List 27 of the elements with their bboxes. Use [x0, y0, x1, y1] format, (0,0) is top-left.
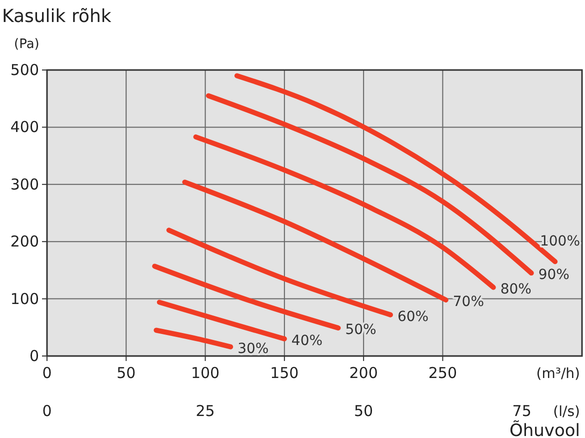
y-tick-label: 100 [10, 290, 39, 308]
x2-tick-label: 0 [42, 402, 52, 420]
y-tick-label: 400 [10, 118, 39, 136]
series-label: 60% [397, 308, 429, 325]
y-axis-title: (Pa) [14, 37, 40, 52]
series-label: 30% [238, 340, 269, 357]
x-tick-label: 0 [42, 364, 52, 382]
y-tick-label: 500 [10, 61, 39, 79]
text: Õhuvool [509, 420, 580, 438]
series-label: 80% [500, 281, 532, 298]
series-label: 90% [538, 267, 570, 284]
series-label: 70% [452, 294, 484, 310]
x-axis-title: (m³/h) [536, 366, 580, 382]
x-tick-label: 100 [190, 364, 220, 382]
x-tick-label: 50 [116, 364, 136, 382]
x2-tick-label: 25 [196, 402, 215, 420]
y-tick-label: 200 [10, 232, 39, 251]
y-tick-label: 300 [10, 175, 39, 194]
x-tick-label: 200 [349, 364, 378, 382]
x2-tick-label: 50 [354, 402, 374, 420]
chart-title: Kasulik rõhk [2, 6, 112, 27]
x-tick-label: 250 [428, 364, 458, 382]
x2-axis-title: (l/s) [553, 404, 580, 420]
x-tick-label: 150 [270, 364, 299, 382]
y-tick-label: 0 [29, 347, 39, 365]
series-label: 40% [291, 332, 323, 349]
x2-tick-label: 75 [512, 402, 532, 420]
